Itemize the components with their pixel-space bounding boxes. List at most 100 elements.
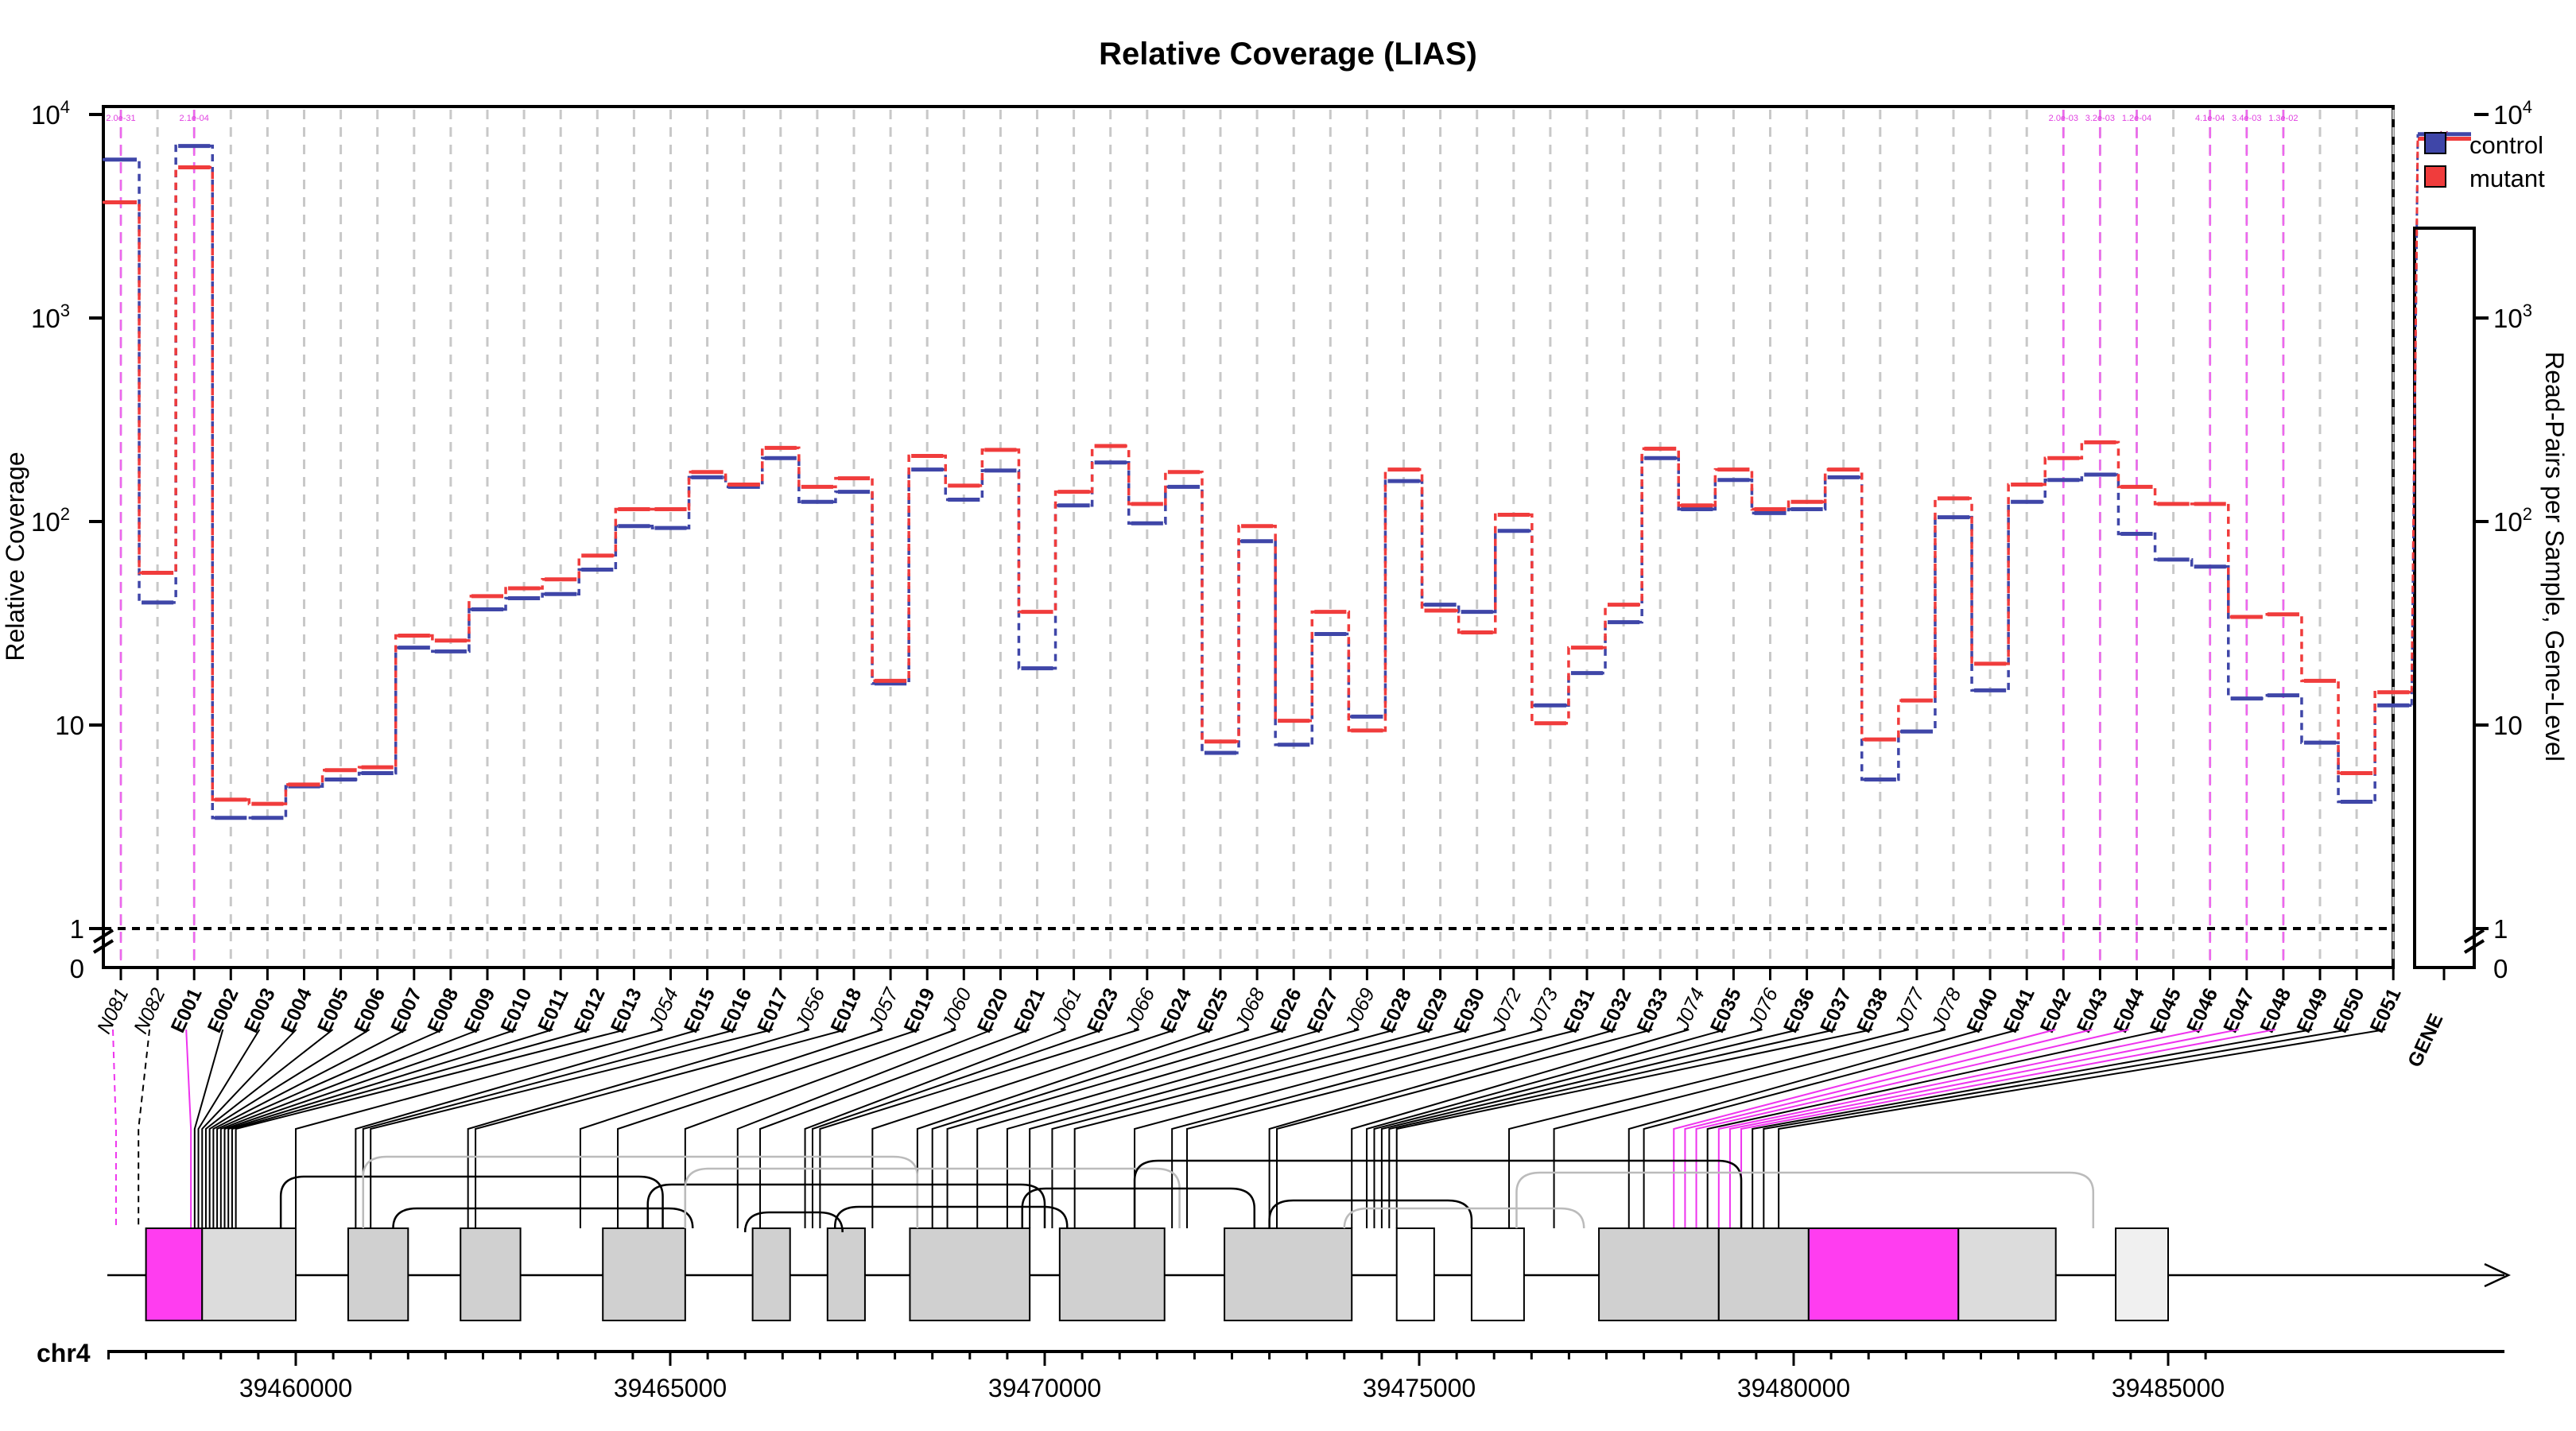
feature-connector bbox=[1380, 1029, 1799, 1228]
exon-block bbox=[145, 1227, 204, 1321]
legend-label-control: control bbox=[2469, 131, 2543, 159]
splice-junction-arc bbox=[743, 1211, 844, 1233]
y-tick-label: 104 bbox=[2493, 97, 2532, 130]
feature-connector bbox=[1778, 1029, 2386, 1228]
feature-label: J057 bbox=[864, 984, 903, 1034]
feature-label: E030 bbox=[1449, 985, 1489, 1037]
exon-block bbox=[1395, 1227, 1435, 1321]
y-tick-label: 10 bbox=[2493, 711, 2523, 740]
feature-label: E001 bbox=[167, 985, 207, 1037]
feature-label: E025 bbox=[1193, 985, 1232, 1037]
exon-block bbox=[1224, 1227, 1353, 1321]
feature-connector bbox=[204, 1029, 334, 1228]
y-axis-right: 1 10 102 103 104 0 bbox=[2463, 97, 2532, 983]
feature-label: E037 bbox=[1816, 985, 1856, 1037]
feature-connector bbox=[804, 1029, 1066, 1228]
splice-junction-arc bbox=[1021, 1187, 1256, 1228]
feature-connectors bbox=[112, 1029, 2386, 1228]
y2-axis-label: Read-Pairs per Sample, Gene-Level bbox=[2540, 351, 2569, 762]
feature-label: E042 bbox=[2036, 985, 2076, 1037]
exon-block bbox=[1470, 1227, 1525, 1321]
feature-label: J074 bbox=[1670, 985, 1709, 1034]
chart-title: Relative Coverage (LIAS) bbox=[1099, 37, 1477, 72]
feature-label: E009 bbox=[460, 985, 499, 1037]
pvalue-label: 3.4e-03 bbox=[2232, 114, 2261, 123]
feature-connector bbox=[1717, 1029, 2202, 1228]
feature-label: E051 bbox=[2366, 985, 2406, 1037]
exon-block bbox=[1717, 1227, 1810, 1321]
feature-label: E047 bbox=[2219, 985, 2259, 1037]
feature-labels: N081N082E001E002E003E004E005E006E007E008… bbox=[93, 968, 2446, 1037]
exon-block bbox=[909, 1227, 1031, 1321]
gene-link-mutant bbox=[2410, 138, 2419, 692]
feature-connector bbox=[871, 1029, 1177, 1228]
y-axis-left: 1 10 102 103 104 0 bbox=[31, 97, 114, 983]
coordinate-label: 39460000 bbox=[239, 1374, 352, 1402]
feature-label: E020 bbox=[973, 985, 1013, 1037]
exon-block bbox=[1058, 1227, 1166, 1321]
splice-junction-arc bbox=[1343, 1207, 1585, 1229]
feature-label: E018 bbox=[826, 985, 866, 1037]
feature-connector bbox=[208, 1029, 370, 1228]
feature-label: E012 bbox=[570, 985, 610, 1037]
splice-junction-arc bbox=[1268, 1199, 1473, 1228]
feature-connector bbox=[1728, 1029, 2239, 1228]
feature-connector bbox=[916, 1029, 1213, 1228]
splice-junction-arc bbox=[1515, 1171, 2095, 1228]
feature-connector bbox=[1627, 1029, 1983, 1228]
exon-block bbox=[1807, 1227, 1960, 1321]
feature-label: J078 bbox=[1927, 985, 1966, 1034]
exon-block bbox=[460, 1227, 522, 1321]
feature-label: J066 bbox=[1121, 985, 1160, 1034]
feature-connector bbox=[1171, 1029, 1543, 1228]
feature-label: E021 bbox=[1010, 985, 1049, 1037]
feature-connector bbox=[811, 1029, 1104, 1228]
pvalue-label: 2.1e-04 bbox=[180, 114, 209, 123]
feature-label: E050 bbox=[2329, 985, 2368, 1037]
feature-label: E008 bbox=[423, 985, 463, 1037]
axis-break bbox=[92, 939, 114, 954]
y-tick-label: 102 bbox=[31, 504, 70, 537]
feature-connector bbox=[1673, 1029, 2056, 1228]
y-zero-label: 0 bbox=[70, 954, 84, 983]
feature-connector bbox=[1706, 1029, 2166, 1228]
feature-connector bbox=[212, 1029, 407, 1228]
legend-label-mutant: mutant bbox=[2469, 165, 2545, 192]
splice-junction-arc bbox=[362, 1155, 919, 1228]
feature-label: E027 bbox=[1303, 985, 1343, 1037]
feature-label: E011 bbox=[533, 985, 573, 1036]
significance-lines bbox=[119, 110, 2285, 964]
gene-label: GENE bbox=[2403, 1010, 2447, 1071]
feature-connector bbox=[112, 1029, 117, 1228]
feature-label: E045 bbox=[2146, 985, 2186, 1037]
feature-label: E049 bbox=[2292, 985, 2332, 1037]
feature-connector bbox=[736, 1029, 993, 1228]
splice-junction-arc bbox=[833, 1205, 1069, 1228]
feature-connector bbox=[1051, 1029, 1433, 1228]
feature-label: E019 bbox=[900, 985, 940, 1037]
feature-label: E038 bbox=[1852, 985, 1892, 1037]
feature-label: J060 bbox=[937, 985, 976, 1034]
pvalue-label: 1.3e-02 bbox=[2268, 114, 2298, 123]
feature-label: E023 bbox=[1083, 985, 1123, 1037]
feature-connector bbox=[1373, 1029, 1763, 1228]
feature-label: E002 bbox=[204, 985, 243, 1037]
feature-connector bbox=[976, 1029, 1323, 1228]
pvalue-label: 1.2e-04 bbox=[2122, 114, 2151, 123]
splice-junction-arc bbox=[1133, 1159, 1743, 1228]
feature-connector bbox=[138, 1029, 151, 1228]
feature-connector bbox=[355, 1029, 700, 1228]
feature-connector bbox=[1740, 1029, 2276, 1228]
feature-label: E004 bbox=[277, 985, 316, 1037]
feature-connector bbox=[223, 1029, 517, 1228]
legend: control mutant bbox=[2424, 131, 2545, 192]
feature-label: E036 bbox=[1779, 985, 1819, 1037]
pvalue-labels: 2.0e-31 2.1e-04 2.0e-03 3.2e-03 1.2e-04 4.1e-… bbox=[106, 114, 2298, 123]
gene-plot-frame bbox=[2413, 227, 2476, 969]
feature-label: J068 bbox=[1231, 985, 1270, 1034]
coordinate-label: 39465000 bbox=[614, 1374, 727, 1402]
feature-connector bbox=[1276, 1029, 1653, 1228]
y-zero-label: 0 bbox=[2493, 954, 2508, 983]
axis-break bbox=[2463, 939, 2485, 954]
y-axis-label: Relative Coverage bbox=[1, 452, 29, 661]
